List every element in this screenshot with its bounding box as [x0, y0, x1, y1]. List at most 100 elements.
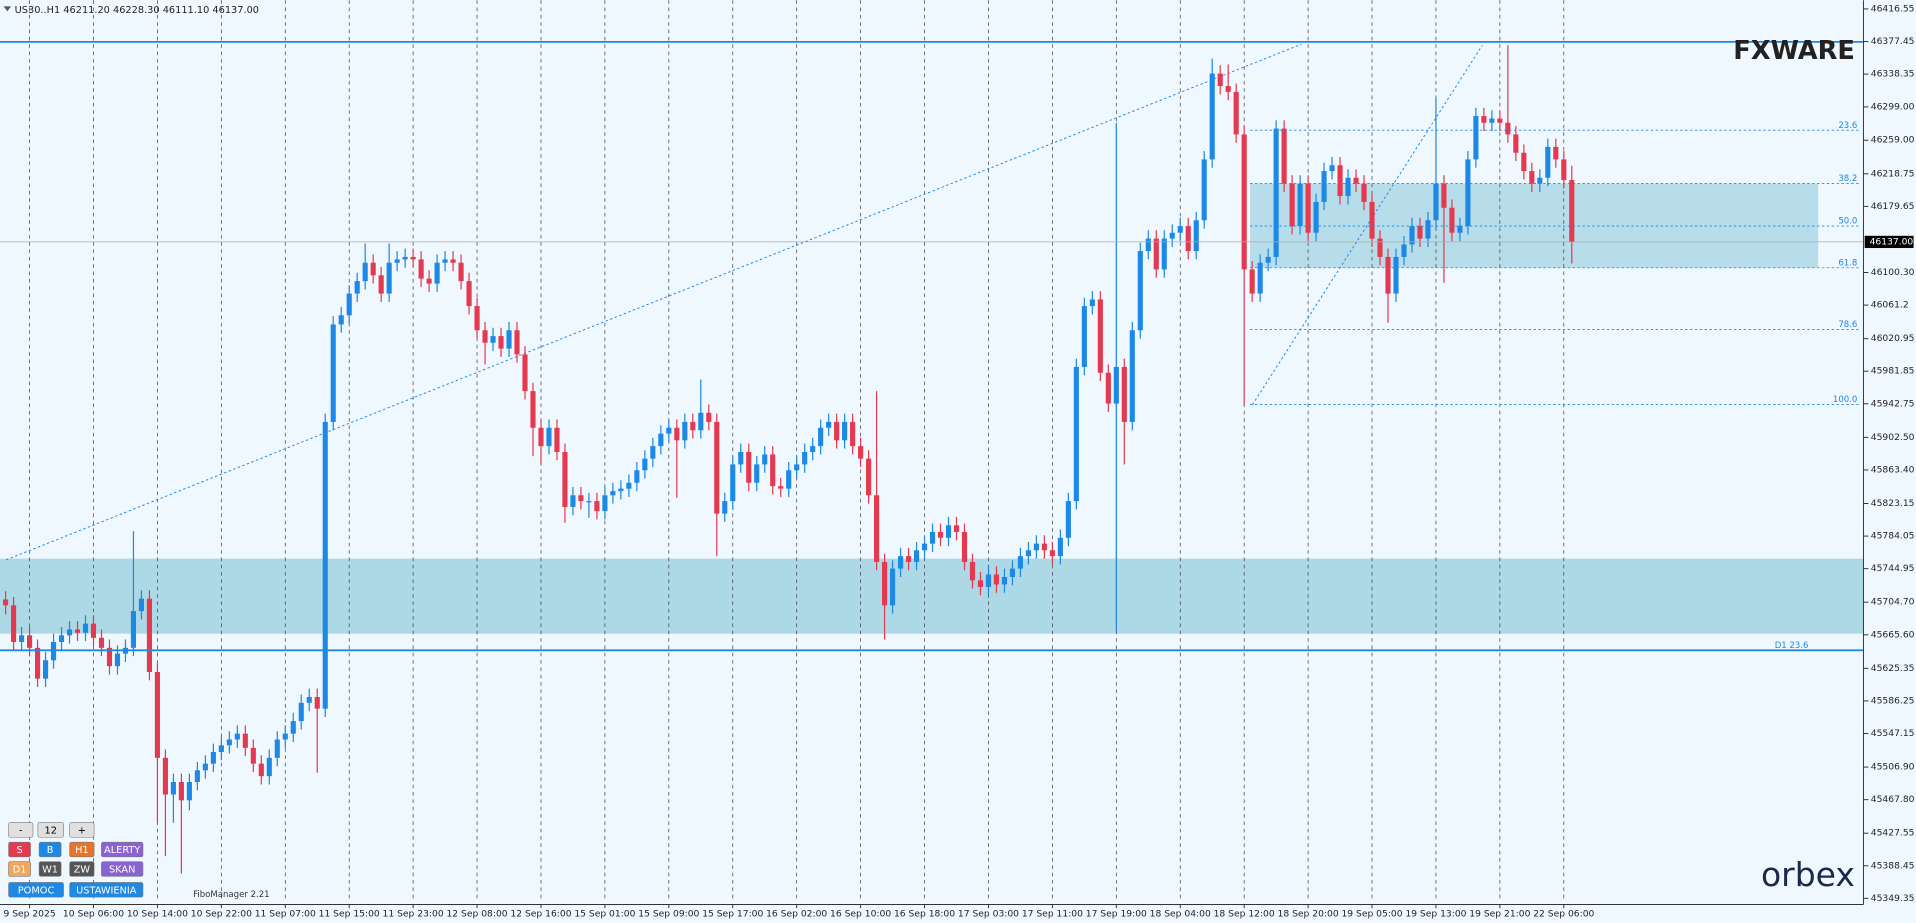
x-tick-label: 10 Sep 22:00	[191, 909, 252, 920]
panel-button[interactable]	[37, 822, 64, 838]
panel-button[interactable]	[69, 882, 144, 898]
panel-button[interactable]	[69, 841, 95, 858]
candle-body	[378, 275, 384, 294]
panel-button-label[interactable]: H1	[75, 845, 89, 856]
y-tick-label: 46377.45	[1871, 36, 1915, 47]
panel-button-label[interactable]: SKAN	[109, 865, 135, 876]
y-tick-label: 46338.35	[1871, 69, 1915, 80]
panel-button[interactable]	[38, 841, 62, 858]
y-tick-label: 46100.30	[1871, 267, 1915, 278]
panel-button-label[interactable]: 12	[44, 826, 56, 837]
panel-button[interactable]	[8, 822, 34, 838]
x-tick-label: 17 Sep 03:00	[958, 909, 1019, 920]
x-tick-label: 18 Sep 12:00	[1214, 909, 1275, 920]
y-tick-label: 46416.55	[1871, 3, 1915, 14]
candle-body	[1433, 183, 1439, 221]
y-tick-label: 45388.45	[1871, 860, 1915, 871]
candle-body	[921, 543, 928, 551]
panel-button-label[interactable]: USTAWIENIA	[76, 885, 137, 896]
candle-body	[985, 574, 992, 587]
panel-button-label[interactable]: S	[16, 845, 22, 856]
panel-button[interactable]	[69, 822, 95, 838]
candle-body	[1481, 116, 1487, 123]
panel-button-label[interactable]: B	[47, 845, 54, 856]
candle-body	[1281, 128, 1287, 184]
panel-button[interactable]	[8, 882, 64, 898]
header-icon	[3, 6, 11, 12]
candle-body	[498, 336, 504, 349]
x-tick-label: 16 Sep 10:00	[830, 909, 891, 920]
candle-body	[258, 763, 264, 777]
candle-body	[770, 454, 776, 487]
candle-body	[626, 482, 632, 489]
candle-body	[746, 451, 752, 483]
panel-button[interactable]	[8, 841, 31, 858]
candle-body	[66, 629, 73, 636]
panel-button[interactable]	[101, 841, 144, 858]
candle-body	[1081, 306, 1087, 367]
x-tick-label: 16 Sep 18:00	[894, 909, 955, 920]
brand: orbex	[1761, 855, 1855, 894]
candle-body	[90, 623, 97, 638]
candle-body	[953, 525, 960, 532]
candle-body	[929, 531, 936, 544]
candle-body	[1097, 299, 1103, 373]
candle-body	[594, 501, 600, 512]
candle-body	[1073, 366, 1079, 502]
panel-button-label[interactable]: +	[78, 826, 86, 837]
candle-body	[338, 315, 344, 325]
x-tick-label: 15 Sep 01:00	[574, 909, 635, 920]
candle-body	[818, 427, 824, 447]
panel-button-label[interactable]: POMOC	[18, 885, 55, 896]
candle-body	[1057, 537, 1063, 557]
panel-button[interactable]	[101, 861, 144, 877]
candle-body	[314, 696, 320, 709]
x-tick-label: 11 Sep 07:00	[255, 909, 316, 920]
panel-button-label[interactable]: D1	[13, 865, 27, 876]
candle-body	[1169, 232, 1175, 239]
y-tick-label: 45625.35	[1871, 663, 1915, 674]
candle-body	[242, 733, 248, 748]
candle-body	[1361, 183, 1367, 202]
candle-body	[1289, 183, 1295, 227]
candle-body	[186, 781, 192, 801]
fib-label: 61.8	[1838, 258, 1857, 268]
candle-body	[586, 501, 592, 503]
candle-body	[290, 721, 296, 734]
x-tick-label: 11 Sep 15:00	[319, 909, 380, 920]
candle-body	[1049, 550, 1055, 557]
candle-body	[610, 491, 616, 496]
panel-button-label[interactable]: ZW	[74, 865, 91, 876]
candle-body	[1473, 116, 1479, 160]
candle-body	[706, 412, 712, 422]
candle-body	[937, 531, 944, 538]
y-tick-label: 46179.65	[1871, 201, 1915, 212]
y-tick-label: 46299.00	[1871, 101, 1915, 112]
fib-label: 78.6	[1838, 320, 1857, 330]
candle-body	[666, 427, 672, 434]
candle-body	[1553, 146, 1559, 160]
panel-button-label[interactable]: ALERTY	[104, 845, 140, 856]
panel-button-label[interactable]: -	[19, 826, 23, 837]
candle-body	[658, 433, 664, 447]
candle-body	[890, 568, 896, 606]
candle-body	[218, 745, 224, 752]
candle-body	[1009, 568, 1016, 577]
support-zone	[0, 558, 1864, 634]
candle-body	[810, 446, 816, 452]
panel-button[interactable]	[8, 861, 31, 877]
candle-body	[618, 488, 624, 492]
candle-body	[210, 751, 216, 764]
candle-body	[1041, 543, 1047, 551]
y-tick-label: 45902.50	[1871, 432, 1915, 443]
candle-body	[522, 354, 528, 392]
candle-body	[1401, 244, 1407, 257]
y-tick-label: 45704.70	[1871, 597, 1915, 608]
candle-body	[354, 281, 360, 294]
candle-body	[554, 427, 560, 452]
panel-button[interactable]	[69, 861, 95, 877]
candle-body	[42, 660, 49, 679]
panel-button[interactable]	[38, 861, 62, 877]
candle-body	[682, 421, 688, 441]
panel-button-label[interactable]: W1	[42, 865, 58, 876]
